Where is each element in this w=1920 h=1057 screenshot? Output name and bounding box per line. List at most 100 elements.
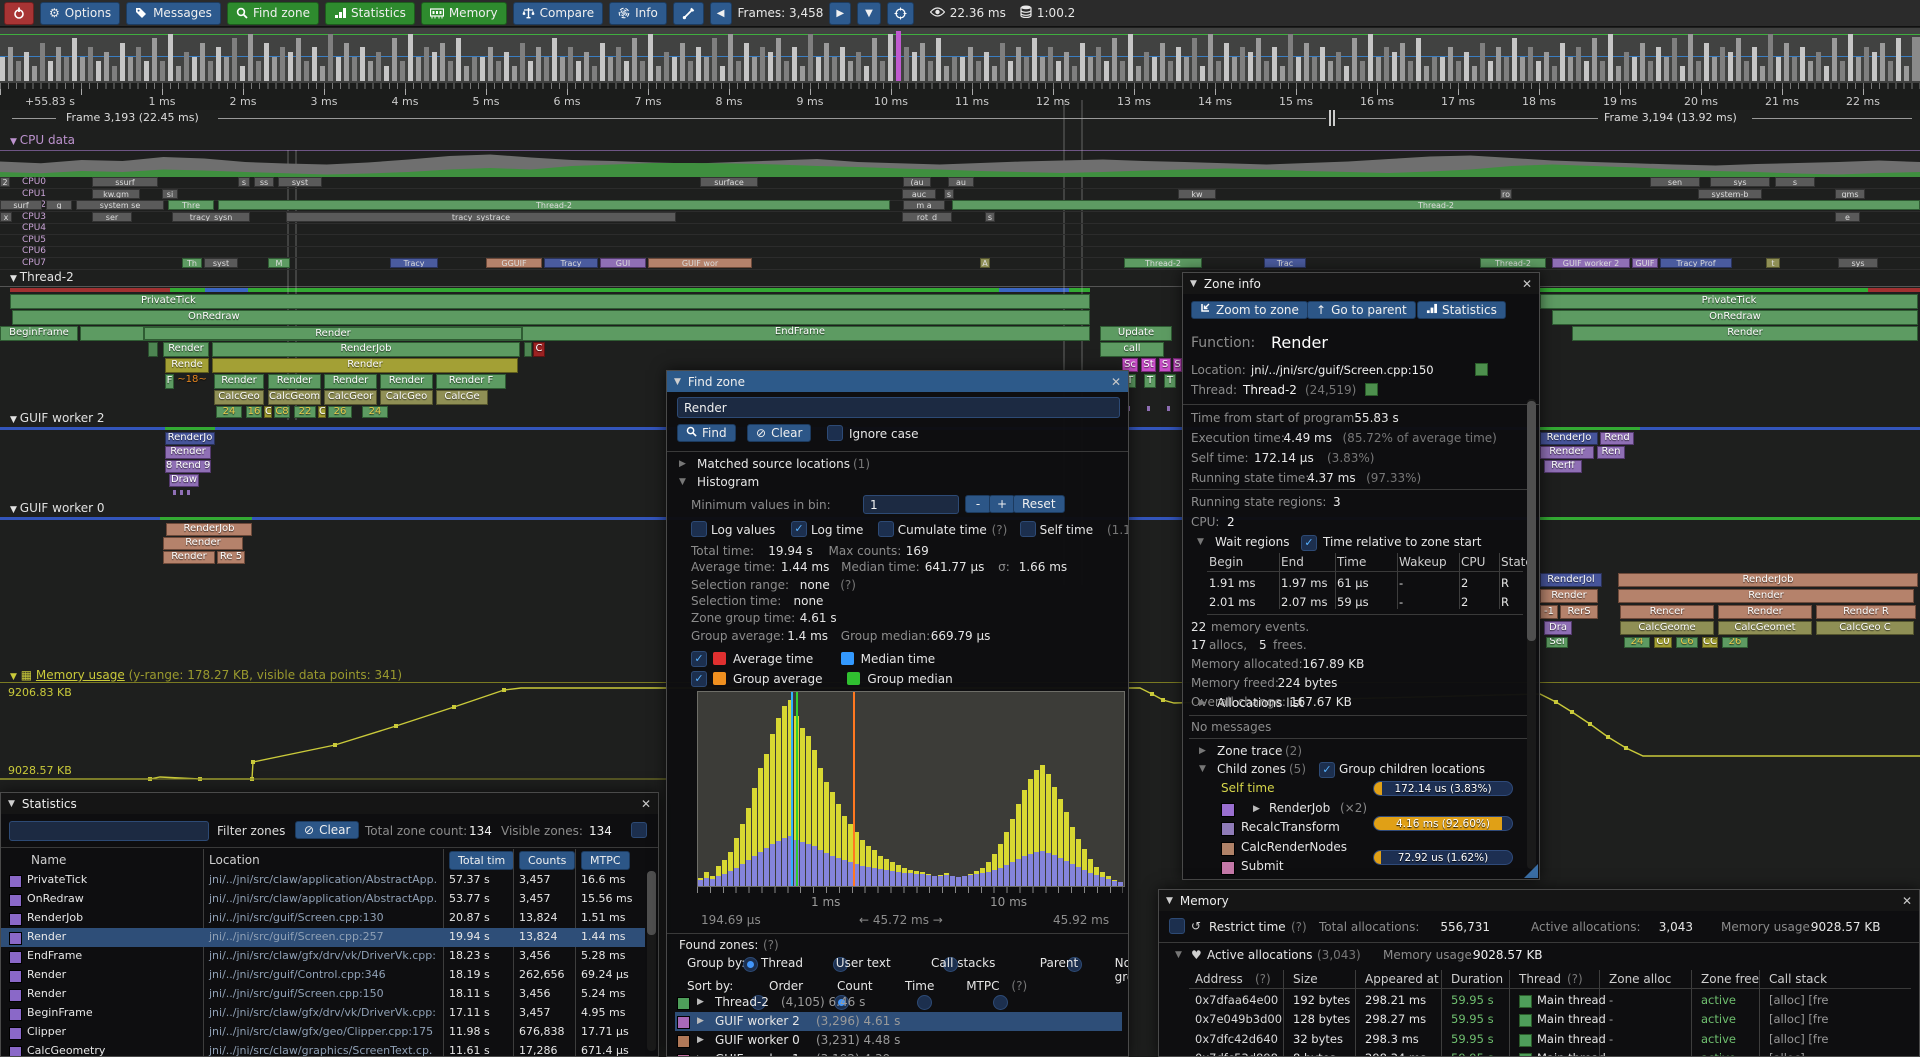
frame-bar[interactable] bbox=[1712, 56, 1717, 81]
expand-arrow-icon[interactable]: ▶ bbox=[679, 459, 686, 469]
frame-bar[interactable] bbox=[1696, 61, 1701, 81]
timeline-zone[interactable]: call bbox=[1100, 342, 1164, 357]
frame-bar[interactable] bbox=[168, 33, 173, 81]
frame-bar[interactable] bbox=[1792, 56, 1797, 81]
frame-bar[interactable] bbox=[1520, 56, 1525, 81]
frame-bar[interactable] bbox=[480, 56, 485, 81]
frame-bar[interactable] bbox=[1048, 47, 1053, 81]
timeline-zone[interactable]: Render bbox=[1540, 589, 1598, 603]
frame-bar[interactable] bbox=[600, 42, 605, 81]
frame-bar[interactable] bbox=[432, 52, 437, 81]
frame-bar[interactable] bbox=[1032, 38, 1037, 81]
table-row[interactable]: BeginFrame jni/../jni/src/claw/gfx/drv/vk… bbox=[1, 1004, 645, 1023]
frame-bar[interactable] bbox=[32, 65, 37, 81]
frame-bar[interactable] bbox=[1632, 56, 1637, 81]
frame-bar[interactable] bbox=[280, 47, 285, 81]
frame-bar[interactable] bbox=[1600, 61, 1605, 81]
min-values-input[interactable] bbox=[863, 495, 959, 514]
frame-bar[interactable] bbox=[592, 65, 597, 81]
timeline-zone[interactable]: CalcGeo C bbox=[1816, 621, 1914, 635]
timeline-zone[interactable]: RenderJob bbox=[1618, 573, 1918, 587]
collapse-arrow-icon[interactable]: ▼ bbox=[1190, 278, 1197, 289]
frame-bar[interactable] bbox=[1456, 61, 1461, 81]
timeline-zone[interactable]: St bbox=[1141, 358, 1156, 372]
frame-bar[interactable] bbox=[720, 65, 725, 81]
frame-bar[interactable] bbox=[976, 61, 981, 81]
frame-bar[interactable] bbox=[416, 56, 421, 81]
frame-bar[interactable] bbox=[1832, 38, 1837, 81]
frame-bar[interactable] bbox=[960, 56, 965, 81]
timeline-zone[interactable]: -1 bbox=[1540, 605, 1558, 619]
frame-bar[interactable] bbox=[160, 61, 165, 81]
cpu-segment[interactable]: Tracy bbox=[544, 257, 598, 268]
frame-bar[interactable] bbox=[1056, 61, 1061, 81]
frame-bar[interactable] bbox=[88, 47, 93, 81]
frame-bar[interactable] bbox=[744, 42, 749, 81]
column-header-mtpc[interactable]: MTPC bbox=[581, 851, 630, 870]
frame-bar[interactable] bbox=[680, 42, 685, 81]
frame-bar[interactable] bbox=[1424, 65, 1429, 81]
zone-trace-label[interactable]: Zone trace bbox=[1217, 744, 1283, 758]
reset-button[interactable]: Reset bbox=[1013, 495, 1065, 513]
frame-bar[interactable] bbox=[112, 65, 117, 81]
option-checkbox[interactable]: ✓ bbox=[791, 521, 807, 537]
frame-bar[interactable] bbox=[176, 65, 181, 81]
alloc-address[interactable]: 0x7dfc53d898 bbox=[1195, 1051, 1278, 1056]
find-zone-titlebar[interactable]: ▼ Find zone ✕ bbox=[667, 371, 1128, 392]
cpu-segment[interactable]: tracy_sysn bbox=[172, 211, 250, 222]
frame-bar[interactable] bbox=[1360, 61, 1365, 81]
frame-bar[interactable] bbox=[792, 47, 797, 81]
mem-col-header[interactable]: Address bbox=[1195, 972, 1243, 986]
cpu-segment[interactable]: s bbox=[1775, 177, 1815, 187]
timeline-zone[interactable]: ~18~ bbox=[177, 374, 207, 385]
frame-bar[interactable] bbox=[216, 47, 221, 81]
cpu-segment[interactable]: rot_d bbox=[902, 211, 952, 222]
timeline-zone[interactable]: C0 bbox=[1654, 637, 1672, 648]
frame-bar[interactable] bbox=[368, 61, 373, 81]
expand-arrow-icon[interactable]: ▶ bbox=[697, 1054, 704, 1056]
cpu-segment[interactable]: ser bbox=[92, 211, 132, 222]
frame-bar[interactable] bbox=[16, 61, 21, 81]
timeline-zone[interactable]: PrivateTick bbox=[10, 294, 1090, 309]
timeline-zone[interactable]: C bbox=[318, 406, 326, 418]
compare-button[interactable]: Compare bbox=[512, 1, 604, 25]
radio-time[interactable] bbox=[917, 995, 932, 1010]
restrict-time-checkbox[interactable] bbox=[1169, 918, 1185, 934]
frame-bar[interactable] bbox=[1720, 47, 1725, 81]
radio-count[interactable] bbox=[834, 995, 849, 1010]
timeline-zone[interactable]: CalcGeome bbox=[268, 390, 321, 405]
frame-bar[interactable] bbox=[24, 52, 29, 81]
timeline-zone[interactable]: C8 bbox=[274, 406, 290, 418]
cpu-segment[interactable]: Trac bbox=[1264, 257, 1306, 268]
frame-bar[interactable] bbox=[808, 33, 813, 81]
frame-label-2[interactable]: Frame 3,194 (13.92 ms) bbox=[1604, 111, 1737, 124]
frame-bar[interactable] bbox=[304, 61, 309, 81]
frame-bar[interactable] bbox=[64, 56, 69, 81]
cpu-segment[interactable]: s bbox=[238, 177, 250, 187]
frame-bar[interactable] bbox=[1160, 42, 1165, 81]
go-to-parent-button[interactable]: ↑ Go to parent bbox=[1307, 301, 1416, 319]
frame-bar[interactable] bbox=[528, 61, 533, 81]
frame-bar[interactable] bbox=[784, 61, 789, 81]
cpu-segment[interactable]: syst bbox=[278, 177, 322, 187]
frame-bar[interactable] bbox=[1912, 37, 1920, 81]
frame-bar[interactable] bbox=[1512, 38, 1517, 81]
frame-bar[interactable] bbox=[824, 42, 829, 81]
cpu-segment[interactable]: sen bbox=[1650, 177, 1700, 187]
timeline-zone[interactable]: 24 bbox=[1624, 637, 1650, 648]
frame-bar[interactable] bbox=[248, 33, 253, 81]
collapse-arrow-icon[interactable]: ▼ bbox=[1175, 950, 1182, 960]
found-zone-row[interactable]: ▶ GUIF worker 1 (3,192) 4.39 s bbox=[675, 1050, 1122, 1056]
frame-bar[interactable] bbox=[136, 47, 141, 81]
timeline-zone[interactable] bbox=[148, 342, 158, 357]
timeline-zone[interactable]: Render bbox=[165, 446, 211, 459]
frame-bar[interactable] bbox=[688, 61, 693, 81]
cpu-segment[interactable]: ssurf bbox=[92, 177, 158, 187]
timeline-zone[interactable]: Render bbox=[380, 374, 433, 389]
cpu-segment[interactable]: sys bbox=[1710, 177, 1770, 187]
frame-bar[interactable] bbox=[1448, 47, 1453, 81]
option-checkbox[interactable] bbox=[1019, 521, 1036, 537]
table-row[interactable]: CalcGeometry jni/../jni/src/claw/graphics… bbox=[1, 1042, 645, 1056]
frame-bar[interactable] bbox=[1240, 47, 1245, 81]
collapse-arrow-icon[interactable]: ▼ bbox=[674, 376, 681, 387]
